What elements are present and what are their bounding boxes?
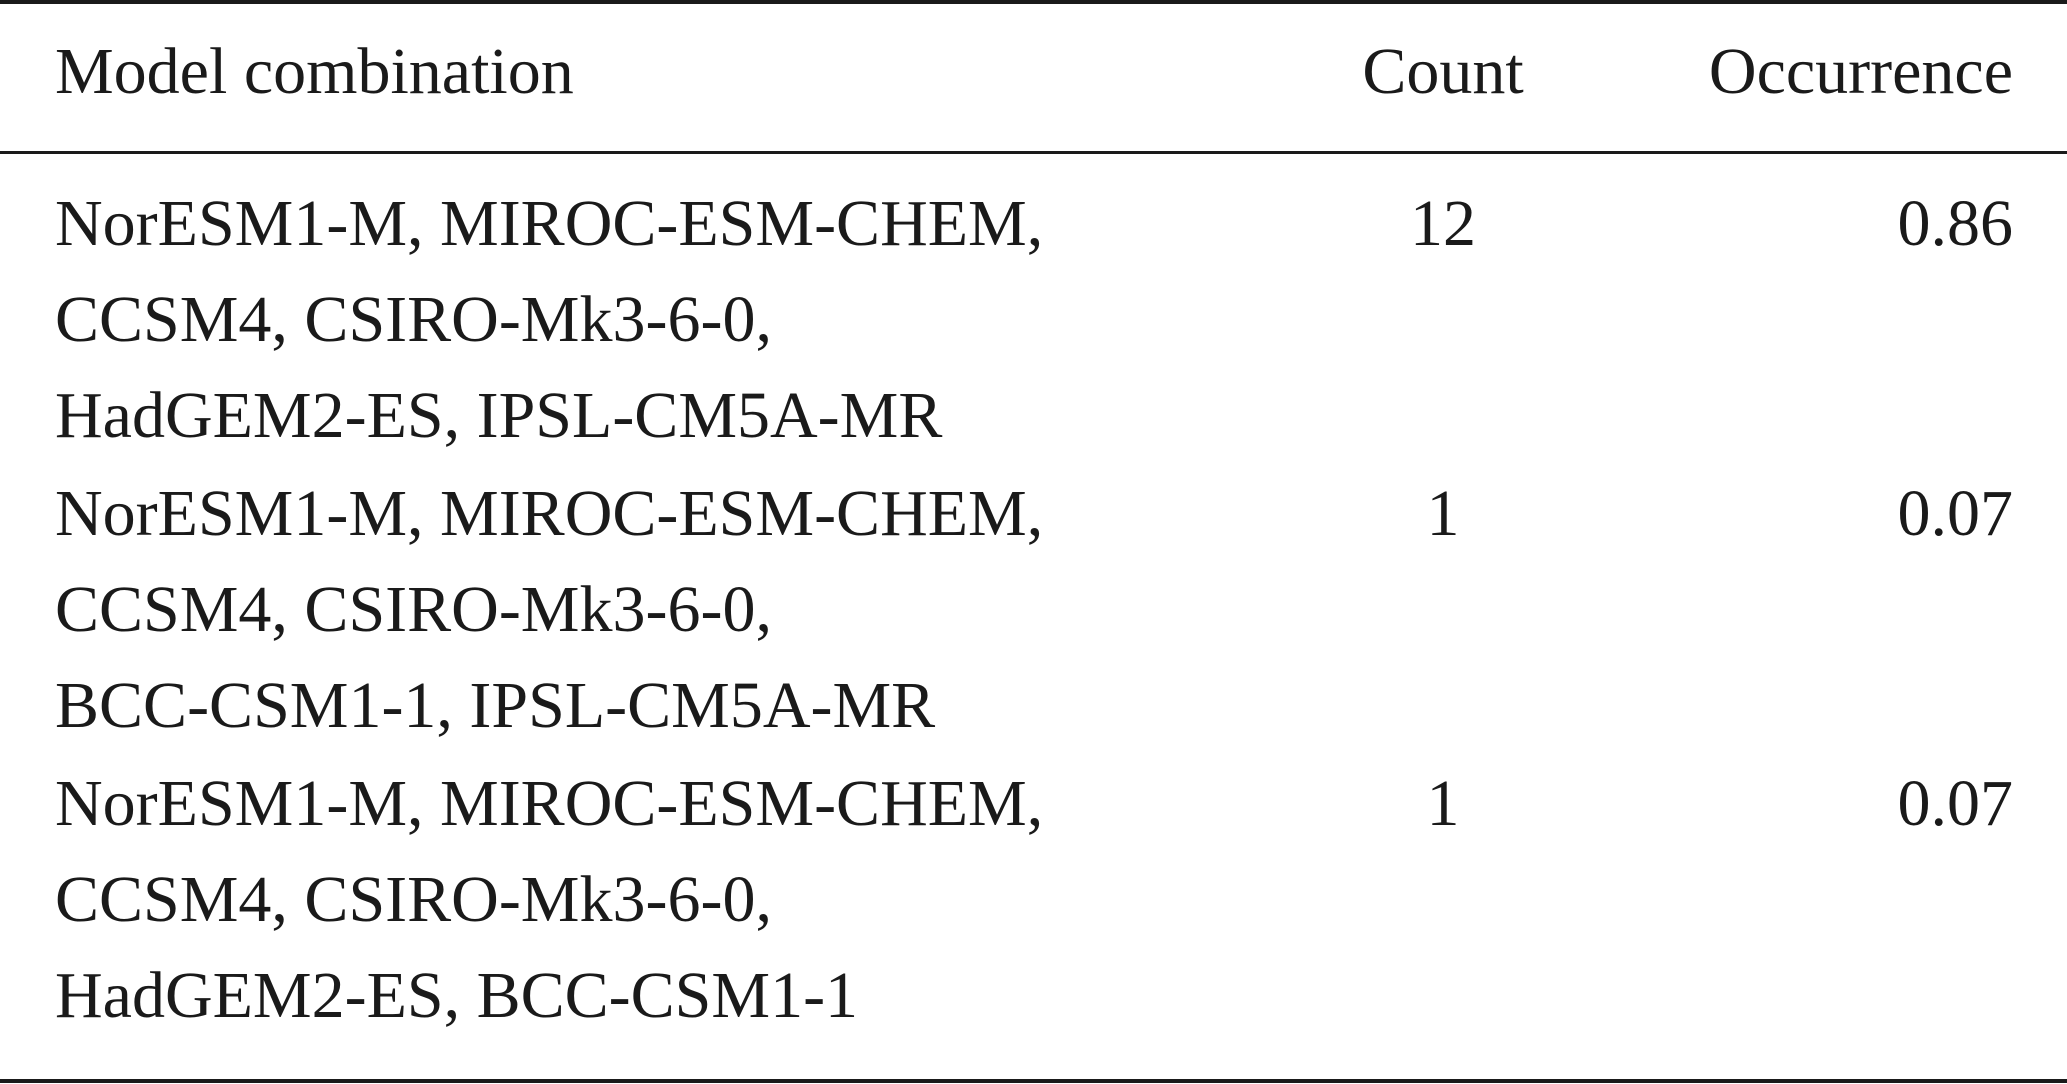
occurrence-cell: 0.07 bbox=[1897, 477, 2014, 550]
model-line: HadGEM2-ES, IPSL-CM5A-MR bbox=[55, 379, 943, 452]
header-rule bbox=[0, 151, 2067, 154]
count-cell: 1 bbox=[1426, 767, 1460, 840]
model-cell: NorESM1-M, MIROC-ESM-CHEM, CCSM4, CSIRO-M… bbox=[55, 756, 1355, 1044]
model-line: BCC-CSM1-1, IPSL-CM5A-MR bbox=[55, 669, 936, 742]
model-line: CCSM4, CSIRO-Mk3-6-0, bbox=[55, 283, 772, 356]
model-cell: NorESM1-M, MIROC-ESM-CHEM, CCSM4, CSIRO-M… bbox=[55, 466, 1355, 754]
count-cell: 12 bbox=[1410, 187, 1476, 260]
header-cell: Occurrence bbox=[1708, 35, 2013, 108]
header-cell: Count bbox=[1362, 35, 1524, 108]
model-line: NorESM1-M, MIROC-ESM-CHEM, bbox=[55, 477, 1044, 550]
occurrence-cell: 0.86 bbox=[1897, 187, 2014, 260]
top-rule bbox=[0, 0, 2067, 4]
model-line: NorESM1-M, MIROC-ESM-CHEM, bbox=[55, 767, 1044, 840]
header-cell: Model combination bbox=[55, 35, 574, 108]
occurrence-cell: 0.07 bbox=[1897, 767, 2014, 840]
bottom-rule bbox=[0, 1079, 2067, 1083]
count-cell: 1 bbox=[1426, 477, 1460, 550]
model-line: CCSM4, CSIRO-Mk3-6-0, bbox=[55, 863, 772, 936]
model-line: CCSM4, CSIRO-Mk3-6-0, bbox=[55, 573, 772, 646]
model-cell: NorESM1-M, MIROC-ESM-CHEM, CCSM4, CSIRO-M… bbox=[55, 176, 1355, 464]
model-line: NorESM1-M, MIROC-ESM-CHEM, bbox=[55, 187, 1044, 260]
model-line: HadGEM2-ES, BCC-CSM1-1 bbox=[55, 959, 859, 1032]
